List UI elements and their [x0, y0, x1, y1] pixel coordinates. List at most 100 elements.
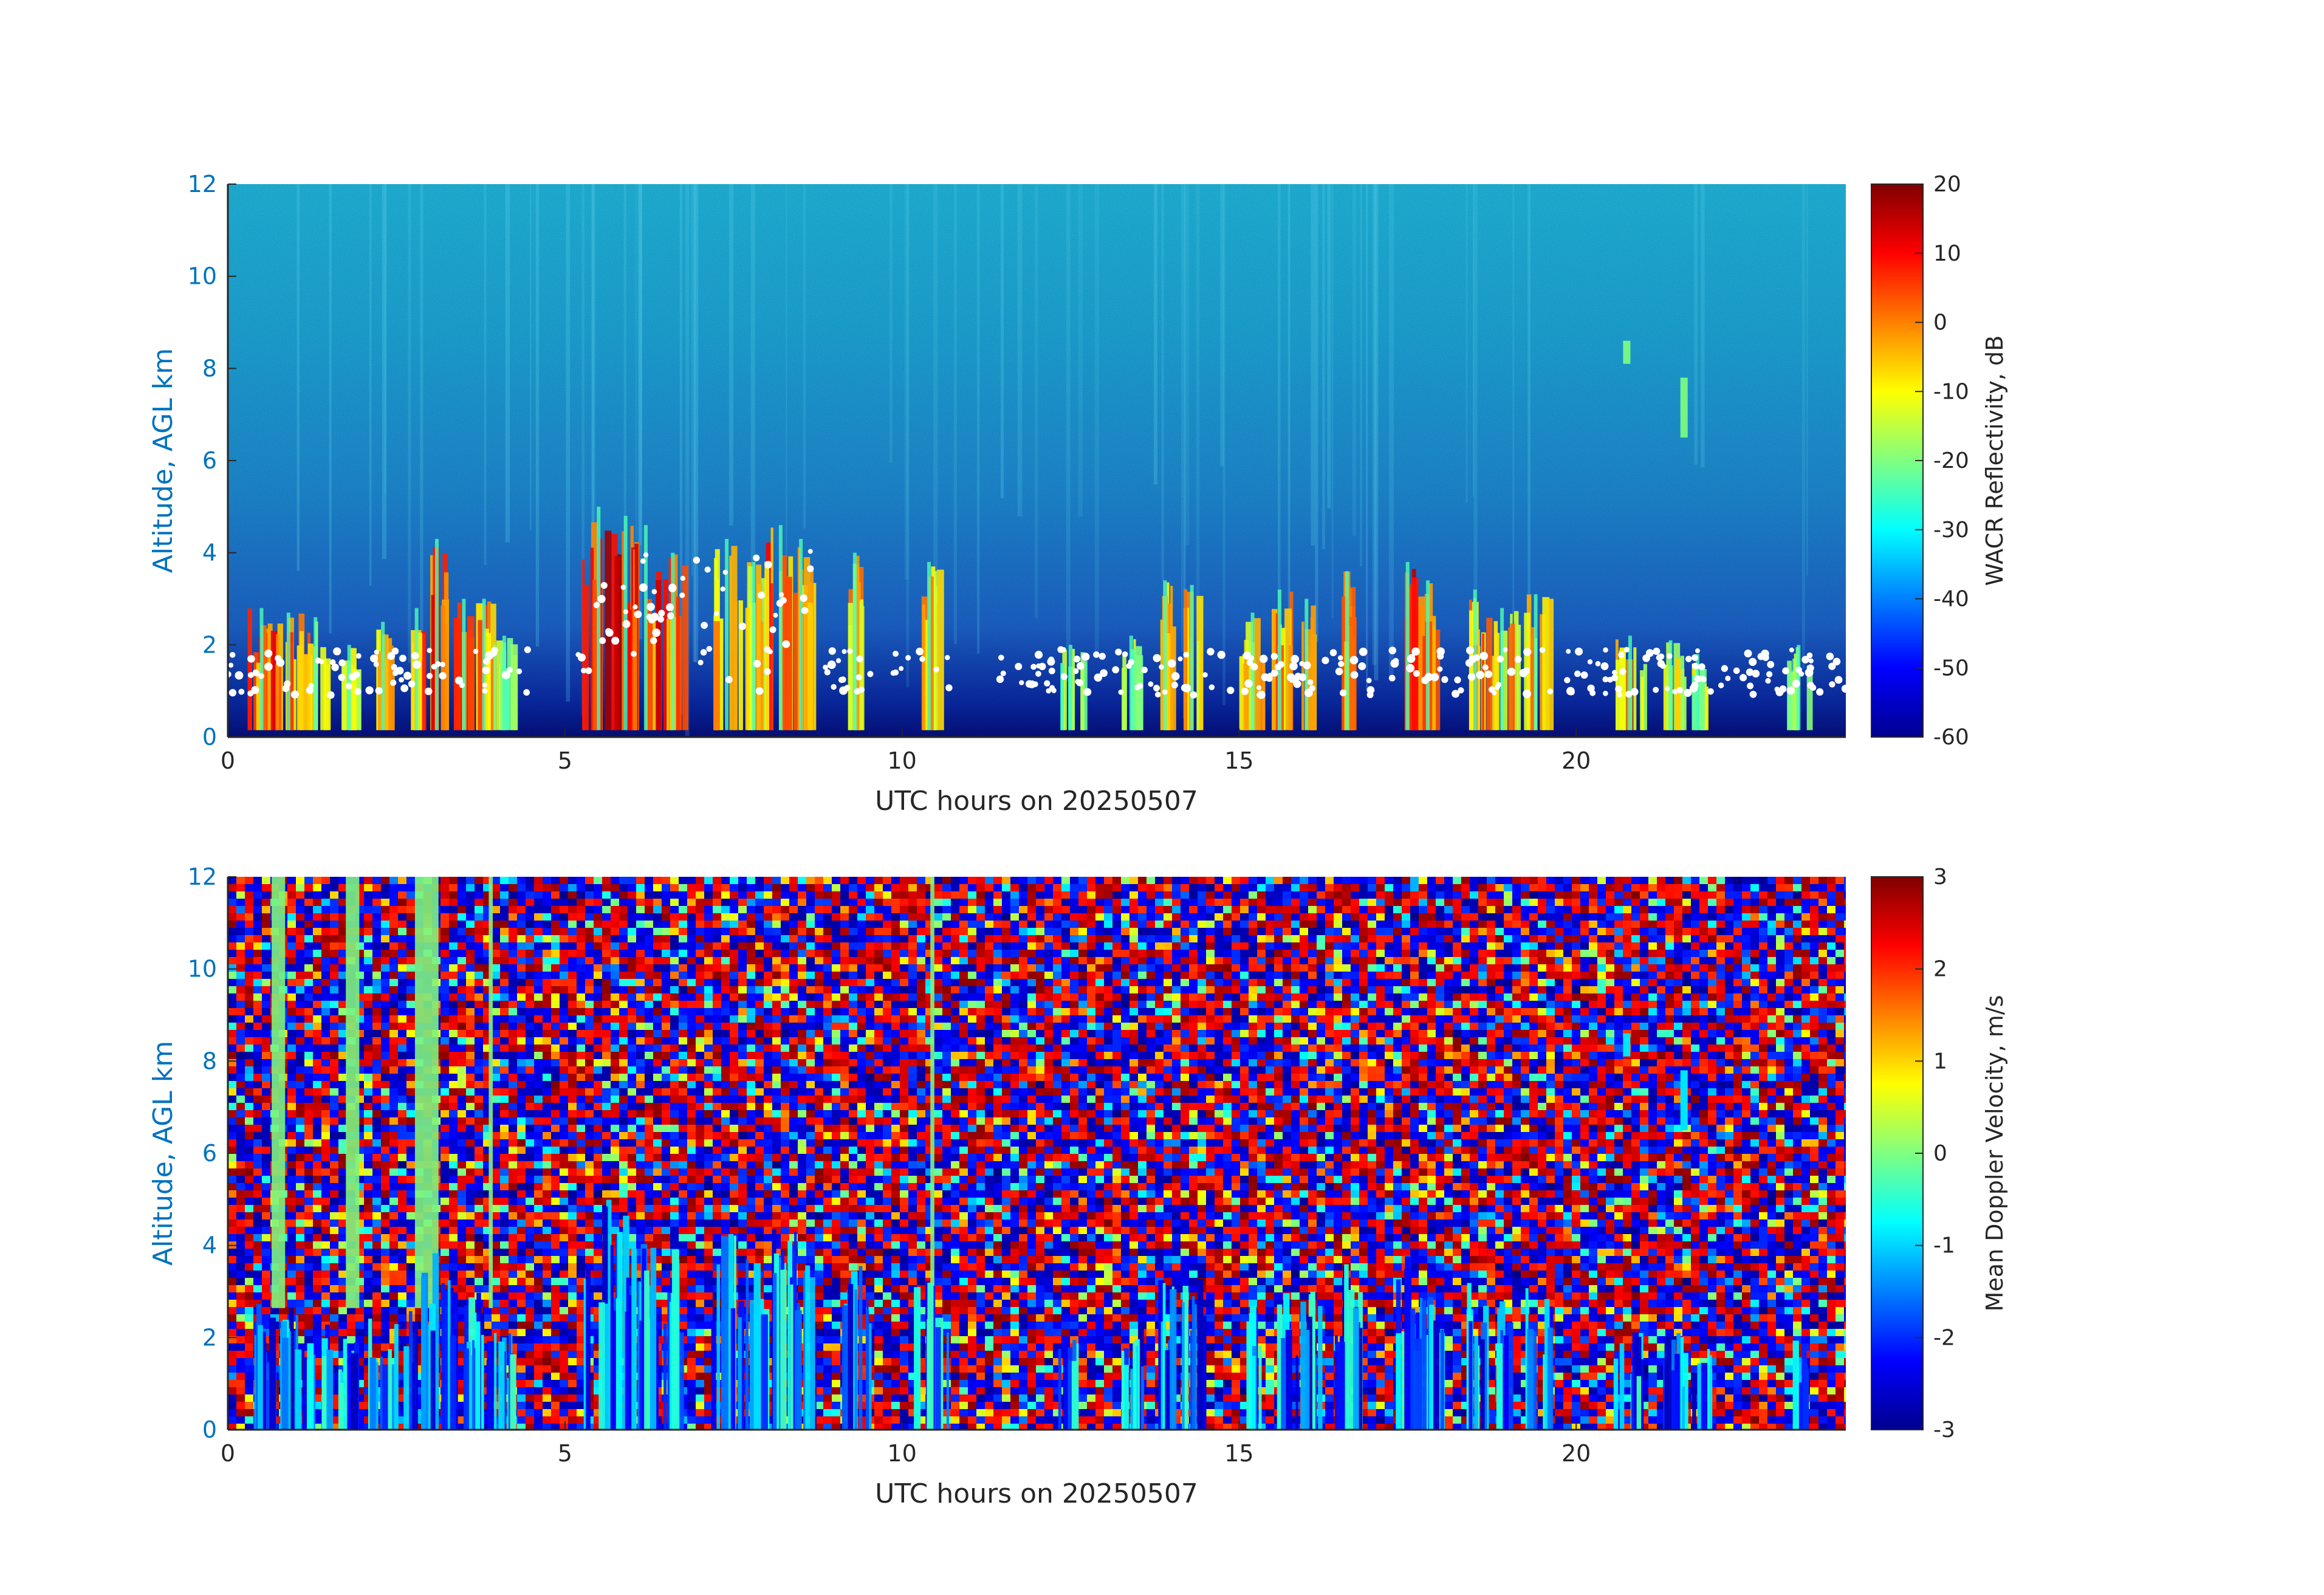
noise-cell [1708, 899, 1716, 906]
noise-cell [849, 957, 857, 964]
noise-cell [372, 913, 381, 921]
noise-cell [670, 979, 679, 986]
noise-cell [849, 1008, 857, 1015]
noise-cell [1087, 942, 1095, 950]
noise-cell [406, 1030, 415, 1037]
noise-cell [1776, 993, 1784, 1001]
cloud-base-dot [1259, 654, 1268, 664]
noise-cell [1027, 942, 1036, 950]
noise-cell [1308, 928, 1317, 935]
noise-cell [696, 1001, 704, 1008]
noise-cell [874, 921, 883, 928]
noise-cell [1836, 899, 1844, 906]
noise-cell [449, 899, 458, 906]
noise-cell [1750, 993, 1759, 1001]
noise-cell [253, 957, 262, 964]
noise-cell [1334, 1023, 1342, 1030]
noise-cell [1155, 964, 1164, 972]
noise-cell [440, 877, 449, 884]
noise-cell [364, 986, 372, 993]
cloud-base-dot [1128, 659, 1134, 666]
cloud-base-dot [1153, 684, 1160, 691]
noise-cell [1623, 928, 1631, 935]
noise-cell [1317, 1023, 1325, 1030]
noise-cell [1104, 986, 1112, 993]
noise-cell [330, 1015, 338, 1023]
noise-cell [585, 1015, 594, 1023]
cloud-base-dot [801, 606, 809, 614]
cloud-base-dot [1618, 651, 1625, 659]
noise-cell [1708, 1001, 1716, 1008]
noise-cell [1164, 993, 1172, 1001]
noise-cell [1359, 877, 1368, 884]
noise-cell [747, 906, 755, 913]
noise-cell [730, 1001, 738, 1008]
noise-cell [1512, 1001, 1521, 1008]
noise-cell [526, 964, 534, 972]
noise-cell [1444, 1001, 1453, 1008]
noise-cell [466, 928, 475, 935]
noise-cell [1325, 986, 1334, 993]
noise-cell [849, 913, 857, 921]
noise-cell [874, 906, 883, 913]
noise-cell [1572, 1015, 1580, 1023]
noise-cell [1810, 884, 1818, 891]
noise-cell [1010, 1008, 1019, 1015]
noise-cell [866, 891, 874, 899]
noise-cell [1767, 993, 1776, 1001]
noise-cell [1461, 1008, 1470, 1015]
noise-cell [1827, 950, 1836, 957]
noise-cell [840, 957, 849, 964]
noise-cell [679, 1023, 687, 1030]
noise-cell [636, 1008, 645, 1015]
noise-cell [1470, 979, 1478, 986]
noise-cell [636, 935, 645, 942]
noise-cell [1529, 1008, 1538, 1015]
noise-cell [245, 1001, 253, 1008]
noise-cell [1112, 1001, 1121, 1008]
noise-cell [1027, 899, 1036, 906]
noise-cell [764, 899, 772, 906]
noise-cell [560, 877, 568, 884]
noise-cell [704, 957, 713, 964]
noise-cell [1138, 1015, 1147, 1023]
noise-cell [381, 964, 389, 972]
noise-cell [1512, 950, 1521, 957]
noise-cell [1053, 906, 1061, 913]
noise-cell [509, 1008, 517, 1015]
noise-cell [976, 906, 985, 913]
noise-cell [1240, 891, 1249, 899]
noise-cell [1682, 972, 1691, 979]
noise-cell [1606, 957, 1614, 964]
noise-cell [1410, 906, 1419, 913]
noise-cell [1308, 884, 1317, 891]
noise-cell [262, 979, 270, 986]
noise-cell [594, 964, 602, 972]
noise-cell [1002, 1015, 1010, 1023]
cloud-edge [502, 636, 506, 730]
noise-cell [866, 928, 874, 935]
noise-cell [1512, 957, 1521, 964]
noise-cell [1453, 913, 1461, 921]
noise-cell [364, 1015, 372, 1023]
noise-cell [1402, 964, 1410, 972]
noise-cell [1164, 906, 1172, 913]
noise-cell [1121, 913, 1129, 921]
noise-cell [1274, 891, 1283, 899]
noise-cell [738, 964, 747, 972]
noise-cell [1750, 884, 1759, 891]
noise-cell [1061, 964, 1070, 972]
streak [1327, 184, 1331, 509]
noise-cell [1240, 942, 1249, 950]
noise-cell [1555, 1023, 1563, 1030]
colorbar-tick-label: -60 [1933, 725, 1969, 750]
cloud-mark [856, 555, 860, 730]
noise-cell [1215, 993, 1223, 1001]
noise-cell [764, 891, 772, 899]
noise-cell [1614, 928, 1623, 935]
noise-cell [696, 986, 704, 993]
noise-cell [253, 877, 262, 884]
noise-cell [517, 986, 526, 993]
noise-cell [526, 993, 534, 1001]
noise-cell [594, 1023, 602, 1030]
